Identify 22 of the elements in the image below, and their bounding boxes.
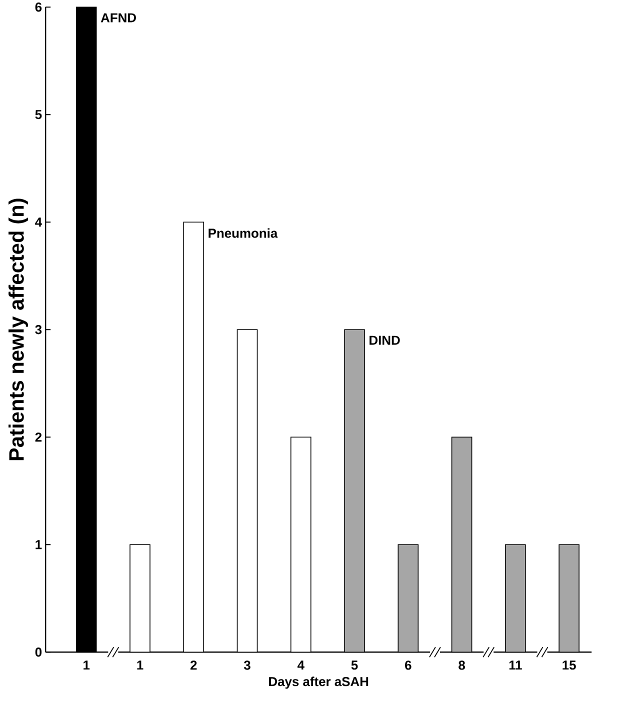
y-tick-label: 4 xyxy=(35,218,42,227)
y-tick-label: 0 xyxy=(35,648,42,657)
x-tick-label: 4 xyxy=(297,660,304,670)
y-tick-label: 6 xyxy=(35,2,42,12)
y-tick-label: 3 xyxy=(35,325,42,334)
x-tick-label: 3 xyxy=(244,660,250,670)
series-label: Pneumonia xyxy=(208,228,278,238)
x-tick-label: 5 xyxy=(351,660,358,670)
x-tick-label: 6 xyxy=(405,660,412,670)
y-axis-title: Patients newly affected (n) xyxy=(8,198,28,460)
series-label: AFND xyxy=(100,13,136,22)
x-tick-label: 15 xyxy=(562,660,576,670)
x-tick-label: 11 xyxy=(509,660,522,670)
x-tick-label: 1 xyxy=(84,660,90,670)
x-tick-label: 1 xyxy=(137,660,144,670)
x-axis-title: Days after aSAH xyxy=(269,676,368,689)
y-tick-label: 5 xyxy=(35,110,42,120)
series-label: DIND xyxy=(370,336,400,345)
y-tick-label: 1 xyxy=(36,540,42,550)
x-tick-label: 2 xyxy=(190,660,197,670)
x-tick-label: 8 xyxy=(458,660,466,670)
y-tick-label: 2 xyxy=(35,432,42,442)
